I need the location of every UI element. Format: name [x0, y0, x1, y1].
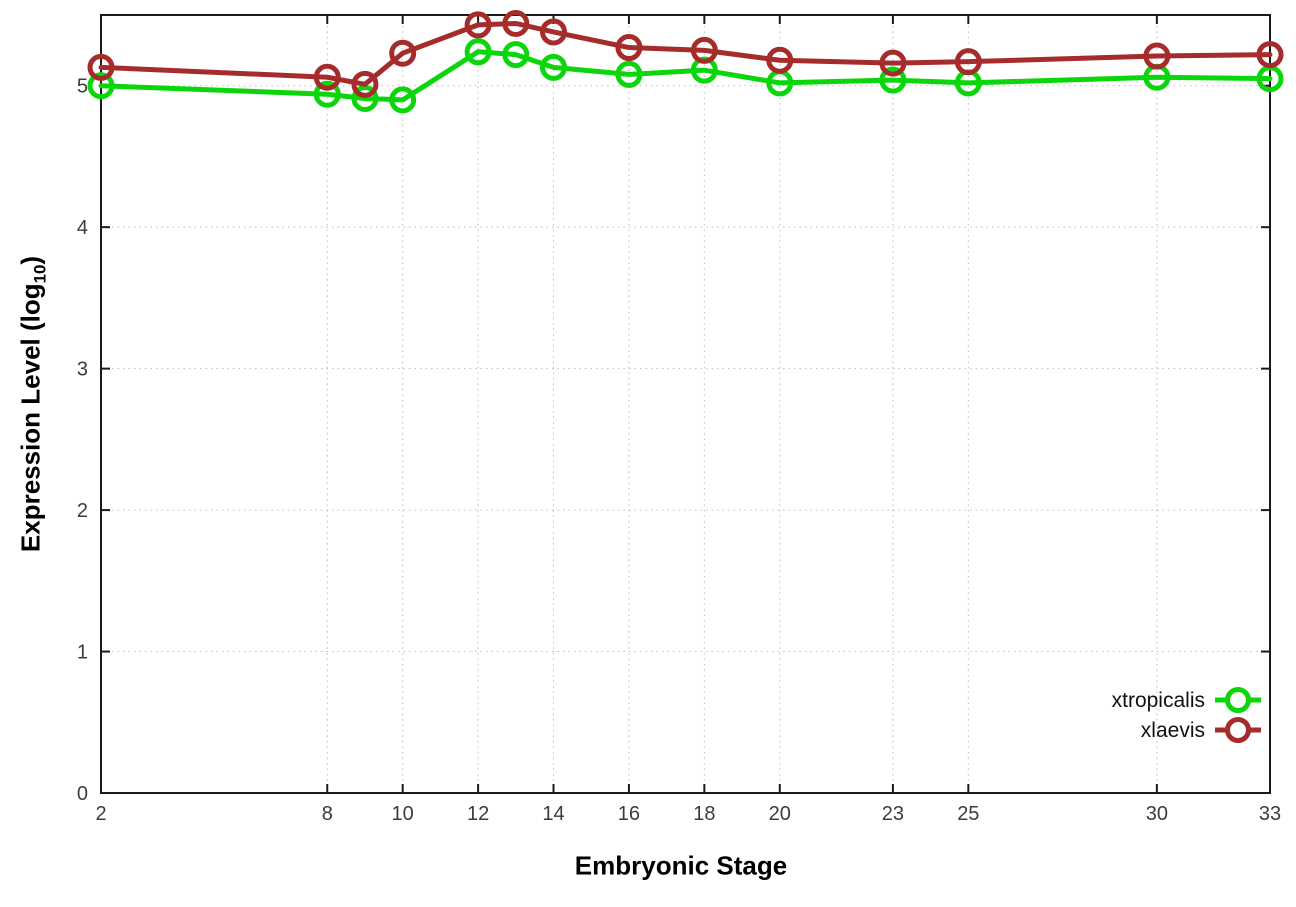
- data-point-xlaevis: [464, 11, 492, 39]
- legend-label-xlaevis: xlaevis: [1140, 718, 1205, 742]
- data-point-xtropicalis: [615, 60, 643, 88]
- x-tick-label: 14: [542, 803, 564, 825]
- data-point-xtropicalis: [351, 84, 379, 112]
- x-tick-label: 8: [322, 803, 333, 825]
- plot-border: [100, 14, 1271, 794]
- y-axis-title-subscript: 10: [30, 264, 50, 284]
- data-point-xtropicalis: [879, 66, 907, 94]
- legend: xtropicalis xlaevis: [1112, 685, 1262, 745]
- x-tick-label: 25: [957, 803, 979, 825]
- x-tick-label: 16: [618, 803, 640, 825]
- x-tick-label: 33: [1259, 803, 1281, 825]
- x-tick-label: 12: [467, 803, 489, 825]
- y-axis-title-text: Expression Level (log: [15, 283, 46, 553]
- data-point-xtropicalis: [313, 80, 341, 108]
- x-tick-label: 30: [1146, 803, 1168, 825]
- data-point-xtropicalis: [87, 72, 115, 100]
- legend-marker-xlaevis: [1215, 717, 1261, 743]
- data-point-xlaevis: [766, 46, 794, 74]
- y-tick-label: 4: [77, 217, 88, 239]
- legend-marker-xtropicalis: [1215, 687, 1261, 713]
- y-tick-label: 3: [77, 359, 88, 381]
- data-point-xlaevis: [690, 36, 718, 64]
- data-point-xlaevis: [615, 34, 643, 62]
- x-tick-label: 2: [95, 803, 106, 825]
- x-tick-label: 10: [392, 803, 414, 825]
- data-point-xtropicalis: [540, 53, 568, 81]
- data-point-xlaevis: [954, 48, 982, 76]
- data-point-xtropicalis: [502, 41, 530, 69]
- data-point-xlaevis: [313, 63, 341, 91]
- y-tick-label: 0: [77, 783, 88, 805]
- y-axis-title: Expression Level (log10): [15, 256, 50, 552]
- data-point-xlaevis: [502, 9, 530, 37]
- data-point-xtropicalis: [464, 38, 492, 66]
- data-point-xtropicalis: [389, 86, 417, 114]
- data-point-xlaevis: [1143, 42, 1171, 70]
- y-tick-label: 5: [77, 76, 88, 98]
- data-point-xlaevis: [540, 18, 568, 46]
- x-axis-title: Embryonic Stage: [574, 850, 788, 881]
- legend-item-xlaevis: xlaevis: [1112, 715, 1262, 745]
- y-tick-label: 2: [77, 500, 88, 522]
- series-line-xlaevis: [98, 20, 1273, 87]
- data-point-xlaevis: [389, 39, 417, 67]
- data-point-xlaevis: [879, 49, 907, 77]
- data-point-xlaevis: [87, 53, 115, 81]
- data-point-xlaevis: [1256, 41, 1284, 69]
- y-tick-label: 1: [77, 642, 88, 664]
- legend-item-xtropicalis: xtropicalis: [1112, 685, 1262, 715]
- x-tick-label: 18: [693, 803, 715, 825]
- x-tick-label: 20: [769, 803, 791, 825]
- data-point-xlaevis: [351, 70, 379, 98]
- y-axis-title-close-paren: ): [15, 255, 46, 265]
- x-tick-label: 23: [882, 803, 904, 825]
- legend-label-xtropicalis: xtropicalis: [1111, 688, 1205, 712]
